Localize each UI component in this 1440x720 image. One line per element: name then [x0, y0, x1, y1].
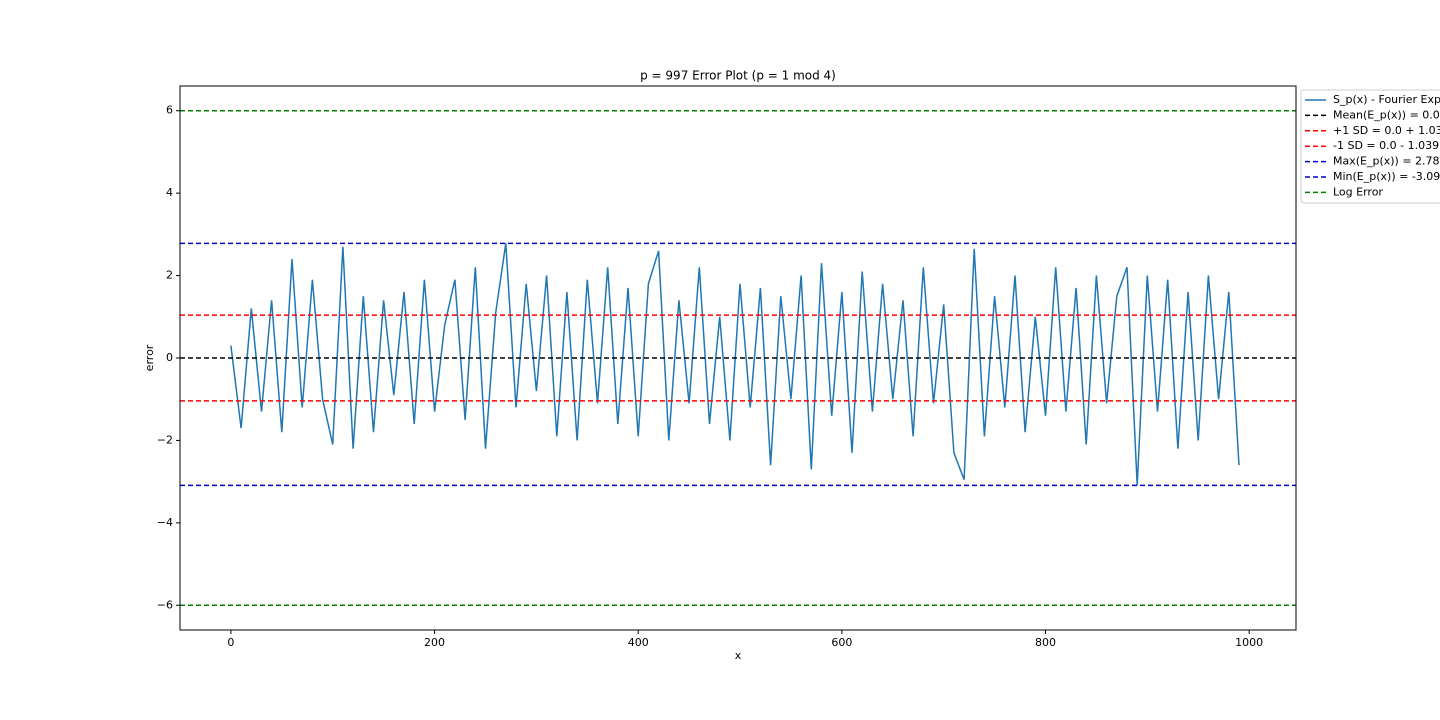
legend-label: -1 SD = 0.0 - 1.039 — [1333, 139, 1439, 152]
legend-label: Min(E_p(x)) = -3.09 — [1333, 170, 1440, 183]
y-tick-label: −2 — [157, 433, 173, 446]
x-tick-label: 1000 — [1235, 636, 1263, 649]
y-tick-label: 0 — [166, 351, 173, 364]
x-tick-label: 0 — [227, 636, 234, 649]
legend-label: Log Error — [1333, 185, 1383, 198]
y-tick-label: 4 — [166, 186, 173, 199]
y-tick-label: 6 — [166, 104, 173, 117]
data-line — [230, 243, 1240, 486]
y-axis-label: error — [143, 344, 156, 371]
plot-frame — [179, 85, 1297, 631]
x-tick-label: 600 — [831, 636, 852, 649]
x-tick-label: 800 — [1035, 636, 1056, 649]
legend-label: +1 SD = 0.0 + 1.039 — [1333, 124, 1440, 137]
chart-title: p = 997 Error Plot (p = 1 mod 4) — [640, 69, 836, 83]
legend-label: S_p(x) - Fourier Exp(x — [1333, 93, 1440, 106]
legend-box — [1300, 89, 1440, 204]
x-tick-label: 200 — [424, 636, 445, 649]
legend-label: Mean(E_p(x)) = 0.0 — [1333, 108, 1440, 121]
y-tick-label: −4 — [157, 516, 173, 529]
y-tick-label: 2 — [166, 269, 173, 282]
legend-label: Max(E_p(x)) = 2.78 — [1333, 155, 1440, 168]
x-tick-label: 400 — [628, 636, 649, 649]
y-tick-label: −6 — [157, 598, 173, 611]
x-axis-label: x — [735, 649, 742, 662]
